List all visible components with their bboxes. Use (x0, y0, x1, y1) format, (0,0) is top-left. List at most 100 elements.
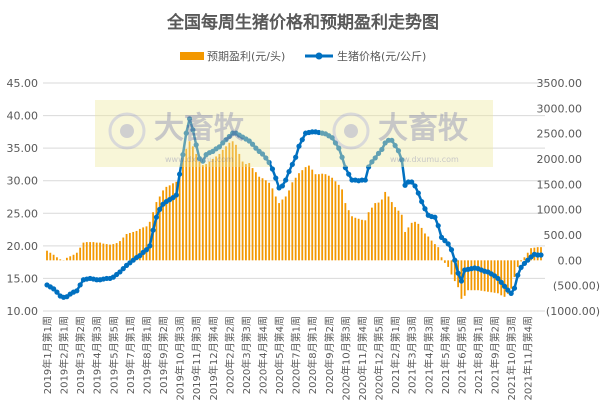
profit-bar (367, 212, 370, 261)
profit-bar (281, 199, 284, 261)
x-axis: 2019年1月第1周 2019年2月第1周 2019年3月第2周 2019年4月第3周… (41, 316, 535, 401)
price-point (422, 206, 428, 212)
profit-bar (520, 260, 523, 262)
x-tick-label: 2019年1月第1周 (41, 316, 54, 394)
profit-bar (394, 207, 397, 261)
x-tick-label: 2021年5月第4周 (439, 316, 452, 394)
x-tick-label: 2021年10月第3周 (505, 316, 518, 401)
price-point (286, 168, 292, 175)
price-point (515, 272, 521, 278)
profit-bar (175, 181, 178, 261)
profit-bar (513, 260, 516, 278)
price-point (143, 247, 150, 253)
price-point (438, 234, 445, 240)
price-point (415, 190, 421, 196)
x-tick-label: 2019年4月第3周 (91, 316, 104, 394)
profit-bar (245, 164, 247, 261)
profit-bar (201, 165, 204, 261)
price-point (216, 144, 223, 150)
left-tick-label: 40.00 (7, 110, 39, 123)
price-point (452, 257, 458, 263)
profit-bar (463, 260, 466, 296)
price-point (365, 164, 372, 170)
x-tick-label: 2019年5月第5周 (107, 316, 120, 394)
price-point (412, 183, 418, 189)
price-point (498, 279, 504, 285)
right-tick-label: 3500.00 (537, 77, 583, 90)
price-point (249, 141, 256, 147)
profit-bar (208, 161, 211, 261)
price-point (395, 148, 402, 154)
profit-bar (291, 182, 294, 261)
profit-bar (434, 244, 436, 261)
profit-bar (162, 190, 164, 261)
price-point (409, 179, 415, 185)
watermark-left: 大畜牧 www.dxumu.com (95, 100, 270, 167)
profit-bar (337, 184, 340, 261)
profit-bar (324, 174, 327, 261)
price-point (117, 269, 123, 275)
right-tick-label: 2500.00 (537, 128, 583, 141)
x-tick-label: 2020年9月第2周 (323, 316, 336, 394)
profit-bar (321, 173, 324, 261)
price-point (147, 243, 153, 249)
x-tick-label: 2019年8月第1周 (140, 316, 153, 394)
right-tick-label: 0.00 (558, 254, 583, 267)
profit-bar (261, 178, 264, 261)
profit-bar (258, 176, 261, 261)
left-tick-label: 15.00 (7, 272, 39, 285)
left-tick-label: 35.00 (7, 142, 39, 155)
profit-bar (384, 191, 387, 261)
price-point (246, 138, 252, 144)
profit-bar (530, 248, 532, 261)
price-point (336, 145, 342, 151)
profit-bar (523, 257, 526, 261)
profit-bar (102, 243, 105, 261)
profit-bar (414, 221, 416, 261)
profit-bar (135, 230, 138, 261)
profit-bar (453, 260, 456, 282)
profit-bar (248, 163, 251, 261)
price-point (177, 171, 183, 177)
profit-bar (95, 242, 98, 261)
watermark-right: 大畜牧 www.dxumu.com (320, 100, 493, 167)
profit-bar (354, 217, 357, 261)
profit-bar (334, 181, 337, 261)
profit-bar (341, 189, 343, 261)
x-tick-label: 2021年3月第3周 (406, 316, 419, 394)
x-tick-label: 2020年8月第1周 (306, 316, 319, 394)
price-point (379, 146, 385, 153)
profit-bar (447, 260, 450, 267)
price-point (253, 145, 259, 151)
price-point (183, 130, 189, 136)
profit-bar (274, 196, 277, 261)
profit-bar (89, 242, 92, 261)
profit-bar (185, 148, 188, 261)
right-tick-label: 1000.00 (537, 204, 583, 217)
profit-bar (122, 237, 125, 261)
profit-bar (172, 183, 174, 261)
price-point (339, 154, 345, 160)
profit-bar (387, 196, 390, 261)
price-point (259, 151, 266, 157)
price-point (190, 127, 196, 133)
price-point (342, 165, 348, 171)
profit-bar (526, 252, 529, 261)
right-tick-label: 3000.00 (537, 102, 583, 115)
price-point (501, 283, 508, 289)
profit-bar (487, 260, 489, 292)
profit-bar (271, 188, 274, 261)
price-point (180, 152, 186, 158)
price-point (518, 264, 524, 270)
profit-bar (473, 260, 476, 291)
left-tick-label: 20.00 (7, 240, 39, 253)
watermark-text: 大畜牧 (378, 111, 469, 146)
legend: 预期盈利(元/头) 生猪价格(元/公斤) (180, 49, 426, 63)
profit-bar (46, 250, 48, 261)
price-point (54, 289, 60, 295)
x-tick-label: 2020年7月第1周 (290, 316, 303, 394)
x-tick-label: 2021年11月第4周 (522, 316, 535, 401)
price-point (402, 182, 408, 188)
price-point (120, 266, 126, 272)
profit-bar (79, 247, 82, 261)
